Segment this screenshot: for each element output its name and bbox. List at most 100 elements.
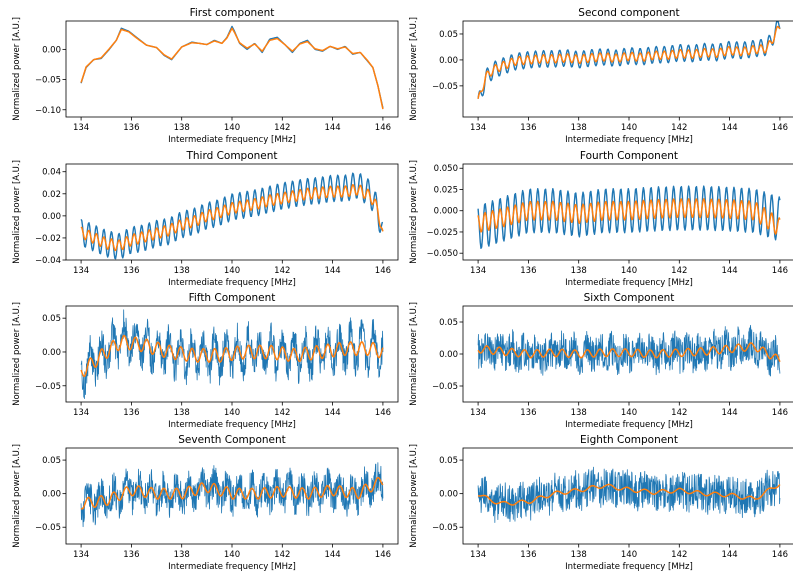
raw-series-line	[477, 185, 781, 250]
y-tick-label: 0.02	[42, 190, 61, 200]
panel-4: Fourth Component Intermediate frequency […	[409, 150, 793, 288]
plot-frame	[462, 447, 793, 545]
x-tick-label: 140	[224, 266, 240, 276]
x-tick-label: 146	[772, 408, 788, 418]
x-axis-label: Intermediate frequency [MHz]	[168, 562, 296, 572]
chart-title: Fifth Component	[189, 292, 276, 304]
x-tick-label: 144	[324, 408, 340, 418]
x-tick-label: 136	[520, 408, 536, 418]
y-tick-label: 0.00	[439, 56, 458, 66]
plot-frame	[65, 163, 399, 261]
chart-title: Sixth Component	[584, 292, 675, 304]
plot-frame	[65, 20, 399, 118]
x-tick-label: 136	[520, 123, 536, 133]
panel-3: Third Component Intermediate frequency [M…	[12, 150, 399, 288]
x-tick-label: 134	[73, 408, 89, 418]
plot-frame	[462, 20, 793, 118]
y-axis-label: Normalized power [A.U.]	[409, 17, 419, 121]
y-tick-label: 0.00	[42, 212, 61, 222]
x-tick-label: 138	[174, 266, 190, 276]
chart-title: Fourth Component	[580, 150, 678, 162]
y-tick-label: 0.04	[42, 168, 61, 178]
y-tick-label: −0.05	[432, 382, 458, 392]
x-axis-label: Intermediate frequency [MHz]	[168, 278, 296, 288]
chart-title: First component	[190, 7, 275, 19]
chart-title: Eighth Component	[580, 434, 678, 446]
panel-6: Sixth Component Intermediate frequency [M…	[409, 292, 793, 430]
x-tick-label: 142	[671, 550, 687, 560]
x-tick-label: 140	[621, 408, 637, 418]
y-axis-label: Normalized power [A.U.]	[12, 302, 22, 406]
x-tick-label: 144	[721, 123, 737, 133]
x-tick-label: 134	[470, 266, 486, 276]
smoothed-series-line	[80, 476, 384, 510]
x-tick-label: 140	[621, 550, 637, 560]
chart-title: Seventh Component	[178, 434, 286, 446]
x-axis-label: Intermediate frequency [MHz]	[168, 135, 296, 145]
panel-2: Second component Intermediate frequency […	[409, 7, 793, 145]
y-axis-label: Normalized power [A.U.]	[12, 17, 22, 121]
raw-series-line	[80, 25, 384, 109]
x-tick-label: 142	[671, 408, 687, 418]
x-axis-label: Intermediate frequency [MHz]	[565, 562, 693, 572]
y-tick-label: −0.05	[35, 76, 61, 86]
x-tick-label: 144	[324, 550, 340, 560]
raw-series-line	[80, 309, 384, 399]
x-tick-label: 144	[324, 266, 340, 276]
y-tick-label: 0.00	[42, 45, 61, 55]
x-tick-label: 142	[671, 123, 687, 133]
smoothed-series-line	[477, 483, 781, 506]
raw-series-line	[80, 462, 384, 528]
smoothed-series-line	[477, 198, 781, 235]
x-tick-label: 134	[470, 408, 486, 418]
x-tick-label: 146	[375, 408, 391, 418]
plot-frame	[462, 163, 793, 261]
y-tick-label: −0.05	[432, 523, 458, 533]
raw-series-line	[477, 324, 781, 377]
x-tick-label: 142	[274, 266, 290, 276]
smoothed-series-line	[477, 25, 781, 99]
x-tick-label: 140	[224, 550, 240, 560]
chart-title: Second component	[578, 7, 679, 19]
chart-title: Third Component	[185, 150, 277, 162]
x-tick-label: 138	[174, 550, 190, 560]
y-tick-label: 0.05	[439, 318, 458, 328]
smoothed-series-line	[80, 27, 384, 110]
y-tick-label: 0.00	[42, 490, 61, 500]
x-tick-label: 146	[375, 266, 391, 276]
panel-8: Eighth Component Intermediate frequency […	[409, 434, 793, 572]
x-tick-label: 134	[73, 550, 89, 560]
y-axis-label: Normalized power [A.U.]	[409, 302, 419, 406]
x-tick-label: 136	[123, 550, 139, 560]
smoothed-series-line	[80, 334, 384, 378]
x-tick-label: 146	[772, 550, 788, 560]
panel-5: Fifth Component Intermediate frequency [M…	[12, 292, 399, 430]
x-tick-label: 134	[470, 550, 486, 560]
y-tick-label: 0.05	[42, 314, 61, 324]
x-tick-label: 134	[470, 123, 486, 133]
x-tick-label: 136	[123, 266, 139, 276]
y-tick-label: 0.00	[42, 348, 61, 358]
x-tick-label: 134	[73, 266, 89, 276]
x-tick-label: 136	[520, 550, 536, 560]
x-tick-label: 144	[721, 408, 737, 418]
x-tick-label: 136	[520, 266, 536, 276]
y-tick-label: −0.050	[427, 249, 458, 259]
x-tick-label: 144	[324, 123, 340, 133]
x-tick-label: 146	[772, 266, 788, 276]
x-tick-label: 142	[274, 408, 290, 418]
y-tick-label: −0.04	[35, 256, 61, 266]
x-tick-label: 136	[123, 408, 139, 418]
x-tick-label: 140	[224, 408, 240, 418]
y-tick-label: 0.00	[439, 490, 458, 500]
x-tick-label: 134	[73, 123, 89, 133]
x-tick-label: 138	[174, 123, 190, 133]
y-tick-label: 0.050	[434, 164, 458, 174]
x-tick-label: 146	[375, 550, 391, 560]
y-tick-label: −0.10	[35, 106, 61, 116]
panel-7: Seventh Component Intermediate frequency …	[12, 434, 399, 572]
plot-frame	[462, 305, 793, 403]
x-tick-label: 138	[571, 123, 587, 133]
y-tick-label: −0.02	[35, 234, 61, 244]
plot-frame	[65, 447, 399, 545]
